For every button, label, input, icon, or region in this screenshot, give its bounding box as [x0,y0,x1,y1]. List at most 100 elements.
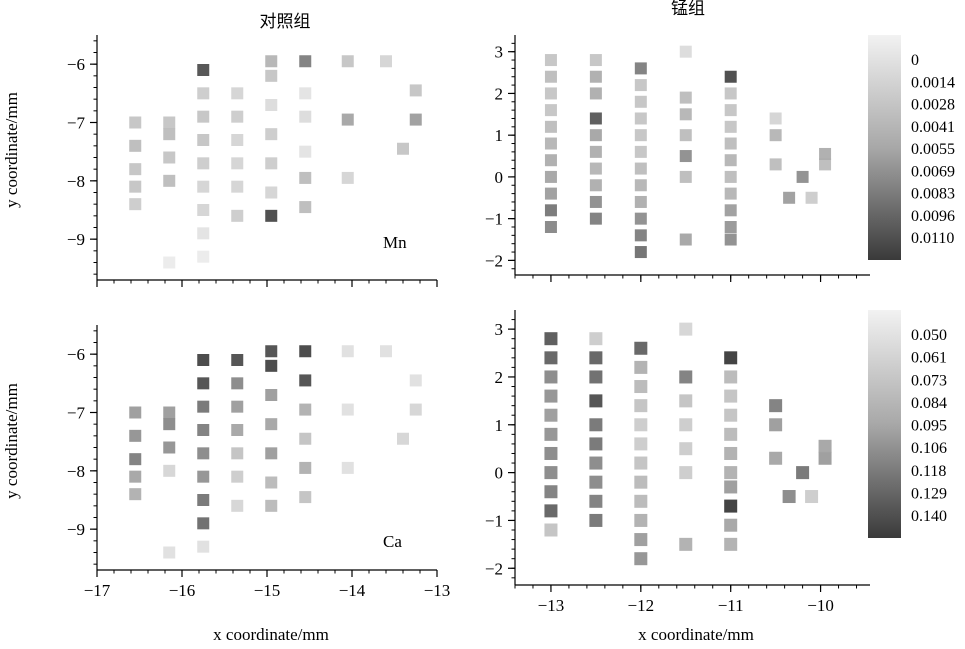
data-cell [197,157,210,170]
colorbar-tick-label: 0.061 [911,350,947,367]
data-cell [796,466,810,480]
data-cell [129,116,142,129]
colorbar-ca [868,310,901,538]
data-cell [544,389,558,403]
data-cell [724,204,737,217]
data-cell [679,170,692,183]
colorbar-tick-label: 0.118 [911,463,946,480]
data-cell [163,546,176,559]
data-cell [231,377,244,390]
data-cell [634,552,648,566]
data-cell [544,466,558,480]
colorbar-tick-label: 0.0055 [911,141,955,158]
y-tick-label: −2 [485,251,503,270]
data-cell [197,540,210,553]
data-cell [724,137,737,150]
data-cell [805,191,818,204]
data-cell [197,134,210,146]
data-cell [544,221,557,233]
data-cell [724,233,737,246]
data-cell [265,345,278,358]
data-cell [197,204,210,216]
data-cell [409,374,422,387]
data-cell [634,533,648,547]
data-cell [769,129,782,142]
data-cell [724,408,738,422]
data-cell [724,70,737,83]
data-cell [589,129,602,142]
data-cell [544,104,557,117]
data-cell [679,233,692,246]
data-cell [544,485,558,499]
data-cell [589,494,603,508]
data-cell [634,456,648,470]
data-cell [129,429,142,442]
data-cell [634,145,647,158]
data-cell [231,87,244,100]
data-cell [589,418,603,432]
data-cell [197,470,210,483]
data-cell [589,437,603,451]
data-cell [589,70,602,83]
data-cell [409,403,422,416]
data-cell [544,446,558,460]
data-cell [544,351,558,365]
data-cell [782,490,796,504]
data-cell [724,427,738,441]
data-cell [299,345,312,358]
colorbar-tick-label: 0.0096 [911,208,955,225]
x-tick-label: −16 [169,581,196,600]
colorbar-tick-label: 0.0110 [911,230,954,247]
data-cell [299,374,312,387]
x-tick-label: −13 [538,596,565,615]
data-cell [724,170,737,183]
data-cell [163,128,176,141]
data-cell [163,256,176,269]
data-cell [129,488,142,501]
data-cell [634,62,647,75]
data-cell [589,179,602,192]
data-cell [805,490,819,504]
data-cell [796,170,809,183]
data-cell [231,354,244,366]
x-tick-label: −15 [254,581,281,600]
data-cell [634,341,648,355]
data-cell [724,537,738,551]
data-cell [544,54,557,67]
data-cell [197,377,210,390]
data-cell [265,69,278,82]
colorbar-tick-label: 0.129 [911,485,947,502]
data-cell [231,424,244,436]
data-cell [679,322,693,336]
data-cell [409,84,422,97]
data-cell [634,437,648,451]
data-cell [231,400,244,413]
y-tick-label: 1 [495,126,504,145]
data-cell [231,157,244,170]
title-control: 对照组 [260,12,311,31]
data-cell [589,162,602,175]
data-cell [544,332,558,346]
data-cell [769,451,783,465]
data-cell [265,418,278,431]
data-cell [679,418,693,432]
data-cell [589,112,602,125]
data-cell [544,523,558,537]
data-cell [634,162,647,175]
data-cell [197,64,210,76]
data-cell [265,128,278,141]
data-cell [129,470,142,483]
y-tick-label: 0 [495,464,504,483]
data-cell [634,360,648,374]
title-manganese: 锰组 [671,0,705,18]
data-cell [197,110,210,123]
y-tick-label: −6 [67,55,85,74]
data-cell [679,370,693,384]
colorbar-tick-label: 0.0041 [911,119,955,136]
data-cell [679,45,692,58]
data-cell [197,494,210,506]
data-cell [299,55,312,68]
data-cell [231,447,244,460]
y-axis-label-bottom: y coordinate/mm [2,383,21,499]
